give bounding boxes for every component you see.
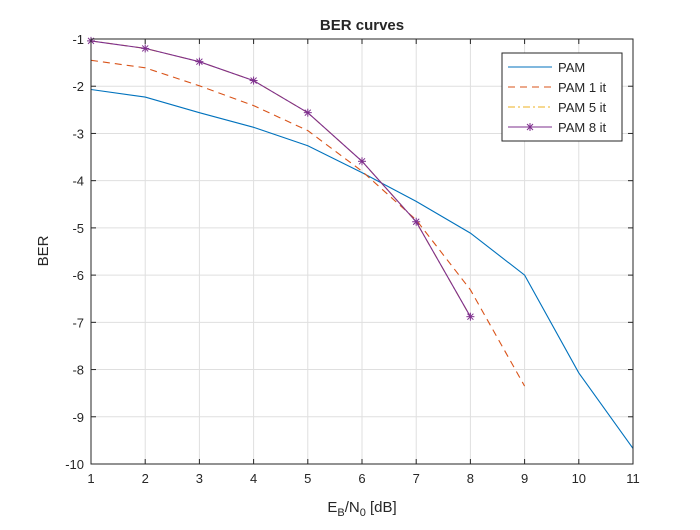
marker-stroke: [412, 218, 420, 226]
data-point: [195, 57, 204, 66]
x-tick-label: 1: [87, 471, 94, 486]
data-point: [141, 44, 150, 53]
marker-stroke: [304, 109, 312, 117]
axes: 1 2 3 4 5 6 7 8 9 10 11 -1 -2 -3 -4 -5 -6 -7 -8 -9 -10: [65, 32, 640, 486]
marker-stroke: [467, 313, 474, 321]
legend-label: PAM 8 it: [558, 120, 607, 135]
legend: PAM PAM 1 it PAM 5 it PAM 8 it: [501, 52, 623, 142]
series-layer: [87, 36, 634, 449]
chart-title: BER curves: [320, 17, 404, 34]
data-point: [249, 76, 258, 85]
series-line-pam-8-it: [90, 40, 471, 317]
x-axis-label-part: 0: [360, 507, 366, 519]
legend-item: PAM: [508, 60, 585, 75]
legend-box: [501, 52, 623, 142]
data-point: [303, 108, 312, 117]
y-tick-label: -1: [72, 32, 84, 47]
legend-label: PAM 1 it: [558, 80, 607, 95]
y-tick-label: -5: [72, 221, 84, 236]
x-axis-label-part: B: [337, 507, 344, 519]
legend-item: PAM 5 it: [508, 100, 607, 115]
y-tick-label: -3: [72, 126, 84, 141]
y-axis-label: BER: [35, 235, 52, 266]
marker-stroke: [141, 45, 149, 52]
marker-stroke: [250, 77, 257, 84]
x-tick-label: 4: [250, 471, 257, 486]
marker-stroke: [196, 58, 203, 66]
x-tick-label: 7: [413, 471, 420, 486]
marker-stroke: [358, 157, 366, 165]
x-axis-label-part: /N: [345, 499, 360, 516]
y-tick-label: -2: [72, 79, 84, 94]
series-line-pam: [90, 88, 634, 449]
x-tick-label: 8: [467, 471, 474, 486]
y-tick-label: -10: [65, 457, 84, 472]
x-tick-label: 9: [521, 471, 528, 486]
data-point: [412, 217, 421, 226]
y-tick-label: -4: [72, 174, 84, 189]
x-axis-label-part: [dB]: [366, 499, 397, 516]
y-tick-label: -9: [72, 410, 84, 425]
marker-stroke: [526, 123, 534, 131]
data-point: [358, 157, 366, 166]
x-tick-label: 10: [572, 471, 586, 486]
x-tick-label: 5: [304, 471, 311, 486]
x-tick-label: 2: [142, 471, 149, 486]
y-tick-label: -6: [72, 268, 84, 283]
x-tick-label: 3: [196, 471, 203, 486]
y-tick-label: -8: [72, 363, 84, 378]
legend-label: PAM: [558, 60, 585, 75]
data-point: [526, 123, 534, 131]
series-line-pam-1-it: [90, 59, 526, 387]
data-point: [466, 312, 475, 321]
x-tick-label: 6: [358, 471, 365, 486]
y-tick-label: -7: [72, 315, 84, 330]
x-axis-label: EB/N0 [dB]: [327, 499, 396, 519]
legend-item: PAM 1 it: [508, 80, 607, 95]
x-tick-label: 11: [626, 471, 640, 486]
legend-item: PAM 8 it: [508, 120, 607, 135]
legend-label: PAM 5 it: [558, 100, 607, 115]
x-axis-label-part: E: [327, 499, 337, 516]
